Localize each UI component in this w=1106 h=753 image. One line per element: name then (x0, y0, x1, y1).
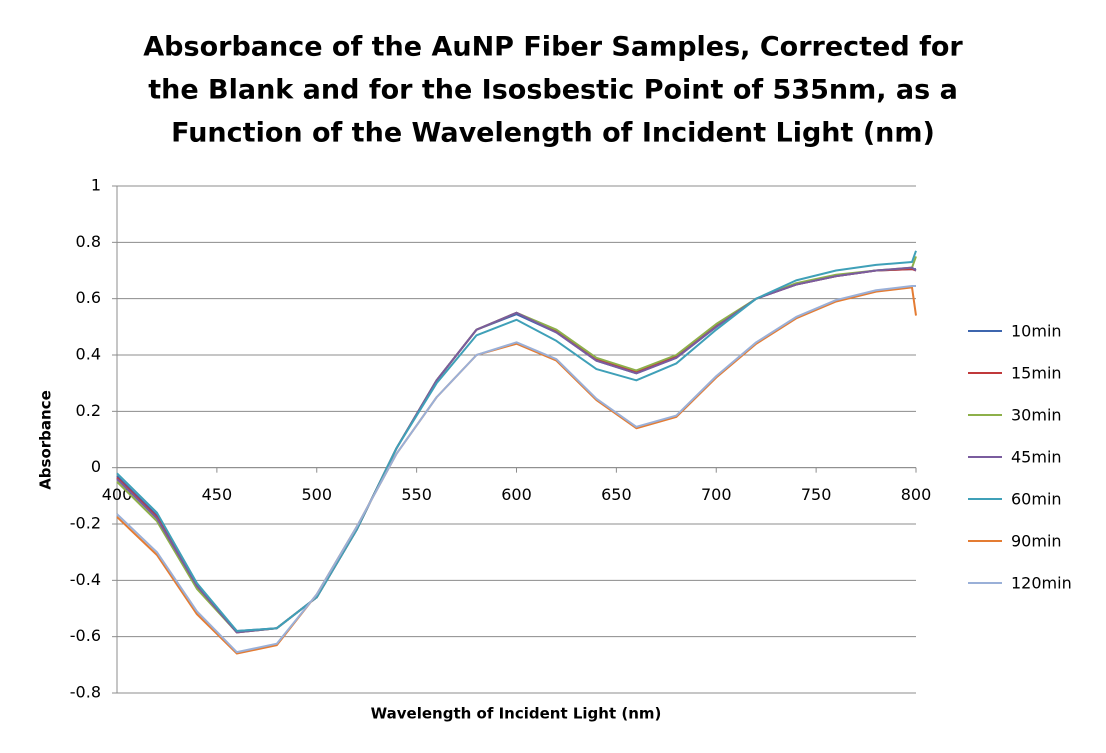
y-tick-label: -0.2 (70, 514, 101, 533)
y-tick-label: 1 (91, 176, 101, 195)
y-tick-label: -0.8 (70, 683, 101, 702)
y-tick-label: -0.4 (70, 570, 101, 589)
x-axis-title: Wavelength of Incident Light (nm) (371, 705, 662, 723)
data-line (116, 286, 917, 655)
legend-label: 60min (1011, 490, 1062, 509)
data-line (116, 266, 917, 634)
y-tick-label: 0.4 (76, 345, 101, 364)
y-tick-label: 0.2 (76, 401, 101, 420)
legend-label: 15min (1011, 364, 1062, 383)
x-tick-label: 500 (301, 485, 332, 504)
chart-title: the Blank and for the Isosbestic Point o… (148, 75, 958, 106)
x-tick-label: 450 (202, 485, 233, 504)
data-line (116, 268, 917, 634)
y-tick-label: 0.6 (76, 288, 101, 307)
legend-label: 30min (1011, 406, 1062, 425)
chart-title: Absorbance of the AuNP Fiber Samples, Co… (143, 32, 963, 63)
x-tick-label: 600 (501, 485, 532, 504)
y-tick-label: 0.8 (76, 232, 101, 251)
legend-label: 10min (1011, 322, 1062, 341)
data-line (116, 268, 916, 633)
x-tick-label: 750 (801, 485, 832, 504)
x-tick-label: 800 (901, 485, 932, 504)
legend-label: 120min (1011, 574, 1072, 593)
legend-label: 45min (1011, 448, 1062, 467)
data-line (116, 250, 917, 633)
x-tick-label: 700 (701, 485, 732, 504)
y-tick-label: -0.6 (70, 626, 101, 645)
x-tick-label: 650 (601, 485, 632, 504)
legend-label: 90min (1011, 532, 1062, 551)
chart-title: Function of the Wavelength of Incident L… (171, 118, 935, 149)
y-tick-label: 0 (91, 457, 101, 476)
y-axis-title: Absorbance (37, 390, 55, 490)
data-line (116, 284, 916, 654)
x-tick-label: 550 (401, 485, 432, 504)
